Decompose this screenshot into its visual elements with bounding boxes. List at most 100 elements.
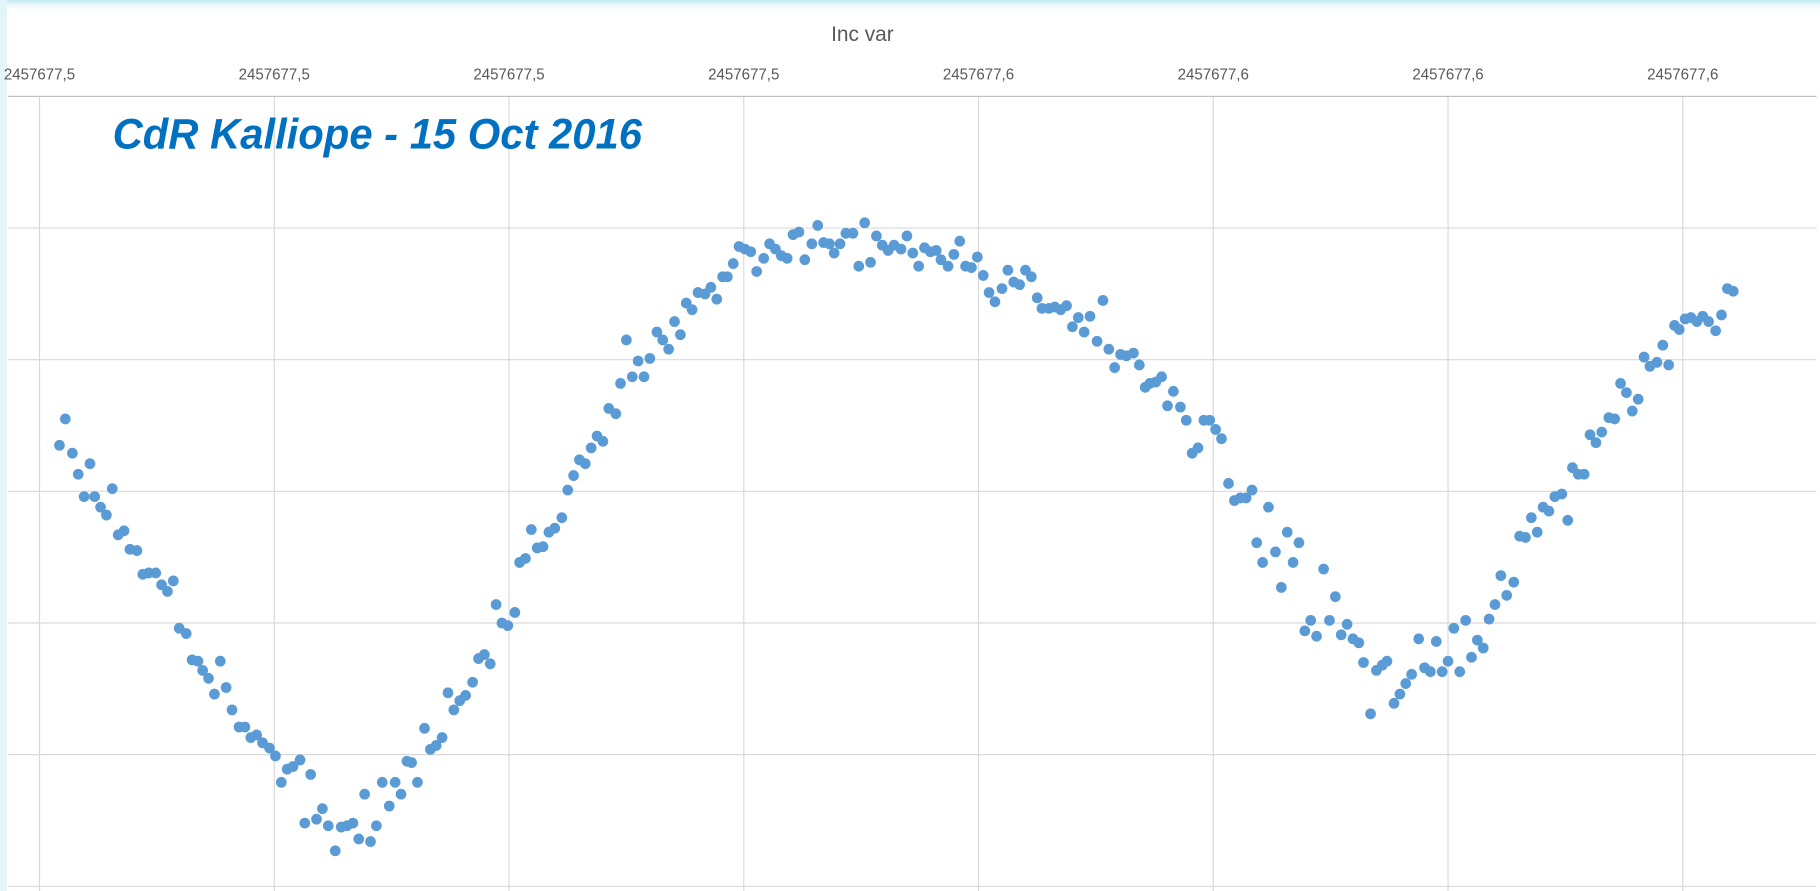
data-point: [1716, 309, 1727, 321]
data-point: [525, 524, 537, 535]
data-point: [1251, 537, 1263, 549]
data-point: [1275, 582, 1287, 593]
data-point: [1353, 637, 1365, 649]
data-point: [1324, 614, 1335, 626]
data-point: [1520, 532, 1531, 543]
data-point: [901, 230, 913, 242]
data-point: [1263, 501, 1274, 513]
data-point: [395, 788, 407, 800]
data-point: [118, 525, 130, 537]
data-point: [1365, 708, 1376, 720]
data-point: [907, 247, 919, 259]
data-point: [299, 817, 311, 829]
data-point: [1061, 300, 1072, 312]
data-point: [1281, 526, 1293, 538]
data-point: [1501, 589, 1513, 601]
data-point: [834, 238, 846, 250]
x-tick-label: 2457677,6: [1647, 66, 1718, 83]
chart-title: Inc var: [831, 23, 894, 46]
data-point: [359, 788, 370, 800]
data-point: [311, 813, 322, 825]
data-point: [1466, 651, 1477, 663]
data-point: [705, 281, 717, 293]
data-point: [721, 271, 733, 283]
data-point: [948, 248, 960, 260]
data-point: [251, 729, 262, 741]
data-point: [853, 260, 865, 272]
data-point: [322, 820, 334, 832]
data-point: [1615, 377, 1626, 389]
data-point: [1651, 356, 1663, 368]
data-point: [847, 227, 859, 239]
data-point: [1556, 488, 1568, 500]
data-point: [568, 470, 579, 481]
data-point: [1341, 618, 1353, 630]
data-point: [162, 585, 173, 597]
data-point: [1216, 433, 1227, 445]
data-point: [106, 483, 118, 495]
data-point: [1638, 351, 1650, 363]
data-point: [793, 226, 805, 238]
data-point: [989, 296, 1001, 308]
data-point: [935, 254, 947, 266]
data-point: [913, 260, 924, 272]
data-point: [686, 304, 698, 316]
data-point: [996, 283, 1008, 295]
data-point: [167, 575, 179, 587]
data-point: [89, 491, 101, 503]
data-point: [484, 658, 496, 670]
data-point: [406, 757, 417, 768]
data-point: [383, 800, 395, 812]
data-point: [1162, 400, 1173, 412]
data-point: [1448, 622, 1460, 634]
data-point: [509, 607, 521, 618]
data-point: [1543, 505, 1555, 517]
data-point: [983, 287, 995, 298]
data-point: [669, 316, 680, 327]
data-point: [264, 742, 275, 754]
data-point: [1072, 312, 1084, 323]
data-point: [1192, 442, 1204, 454]
data-point: [1175, 401, 1186, 413]
data-point: [615, 377, 626, 389]
data-point: [1293, 537, 1305, 549]
data-point: [651, 326, 663, 338]
data-point: [54, 439, 65, 451]
data-point: [1454, 666, 1466, 678]
data-point: [305, 768, 316, 780]
data-point: [479, 649, 490, 660]
data-point: [806, 238, 818, 250]
data-point: [1318, 563, 1329, 575]
data-point: [1103, 343, 1115, 355]
data-point: [1078, 326, 1090, 338]
data-point: [977, 270, 989, 281]
data-point: [347, 817, 359, 829]
data-point: [865, 256, 876, 268]
data-point: [95, 501, 106, 513]
data-point: [1109, 362, 1121, 373]
data-point: [180, 628, 192, 639]
data-point: [751, 266, 763, 277]
data-point: [1305, 614, 1317, 626]
x-tick-label: 2457677,5: [708, 66, 779, 83]
data-point: [214, 655, 226, 667]
data-point: [895, 243, 907, 255]
data-point: [828, 247, 840, 259]
data-point: [1031, 292, 1043, 304]
data-point: [1430, 636, 1442, 647]
data-point: [1084, 310, 1096, 322]
data-point: [490, 599, 502, 610]
data-point: [430, 740, 442, 751]
data-point: [1562, 514, 1574, 526]
data-point: [638, 371, 650, 383]
data-point: [824, 238, 835, 250]
data-point: [675, 329, 686, 341]
data-point: [131, 545, 143, 556]
data-point: [502, 620, 514, 632]
data-point: [1257, 557, 1268, 568]
data-point: [1495, 570, 1507, 582]
data-point: [1596, 426, 1608, 438]
data-point: [966, 262, 977, 273]
data-point: [644, 352, 656, 364]
